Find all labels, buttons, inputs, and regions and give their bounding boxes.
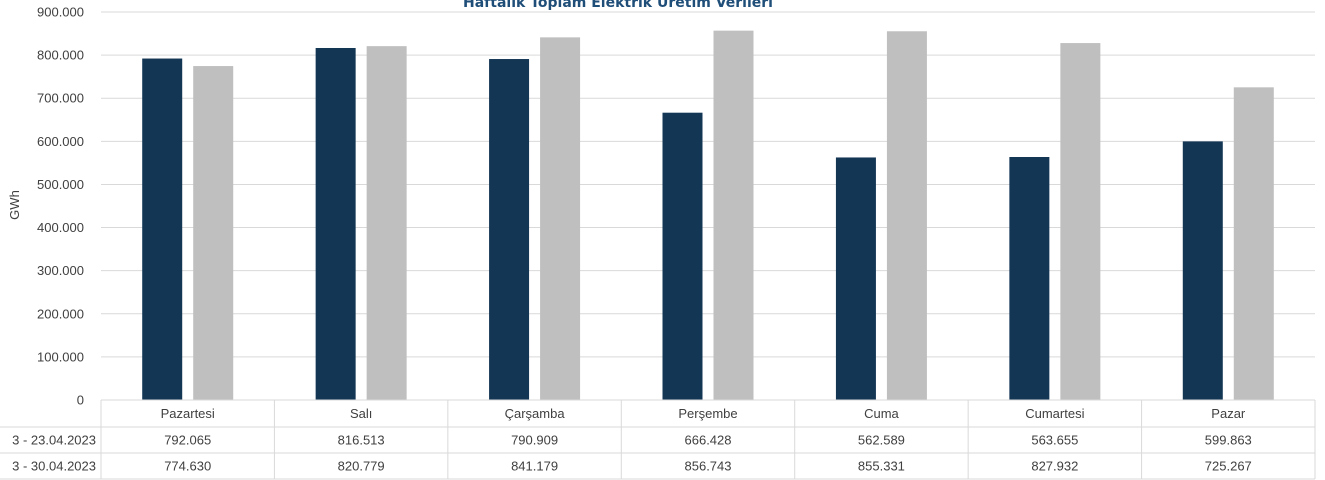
series-name: 3 - 30.04.2023 [12, 459, 96, 474]
data-label: 816.513 [338, 433, 385, 448]
bar-series2 [713, 30, 754, 401]
x-tick-label: Cuma [864, 406, 899, 421]
bar-series1 [835, 157, 876, 400]
x-tick-label: Salı [350, 406, 372, 421]
x-tick-label: Çarşamba [505, 406, 566, 421]
series-name: 3 - 23.04.2023 [12, 433, 96, 448]
bar-series2 [366, 46, 407, 401]
bar-series2 [193, 66, 234, 400]
data-label: 774.630 [164, 459, 211, 474]
y-tick-label: 800.000 [37, 48, 84, 63]
bar-series1 [489, 59, 530, 401]
x-tick-label: Cumartesi [1025, 406, 1084, 421]
data-label: 666.428 [685, 433, 732, 448]
data-label: 841.179 [511, 459, 558, 474]
chart-title: Haftalık Toplam Elektrik Üretim Verileri [463, 0, 773, 11]
y-axis-ticks: 0 100.000 200.000 300.000 400.000 500.000 600.… [37, 5, 84, 408]
y-tick-label: 400.000 [37, 220, 84, 235]
bar-series2 [886, 31, 927, 401]
data-label: 856.743 [685, 459, 732, 474]
y-tick-label: 700.000 [37, 91, 84, 106]
bar-series1 [662, 112, 703, 400]
data-label: 792.065 [164, 433, 211, 448]
bar-series [142, 30, 1274, 401]
grid-lines [101, 11, 1315, 401]
data-label: 820.779 [338, 459, 385, 474]
bar-series1 [1009, 157, 1050, 400]
bar-series2 [1060, 43, 1101, 401]
x-tick-label: Pazar [1211, 406, 1246, 421]
data-label: 599.863 [1205, 433, 1252, 448]
data-label: 855.331 [858, 459, 905, 474]
data-label: 790.909 [511, 433, 558, 448]
y-tick-label: 900.000 [37, 5, 84, 20]
y-tick-label: 0 [77, 393, 84, 408]
bar-series2 [1233, 87, 1274, 400]
data-label: 562.589 [858, 433, 905, 448]
data-label: 827.932 [1031, 459, 1078, 474]
y-tick-label: 200.000 [37, 306, 84, 321]
bar-series1 [142, 58, 183, 400]
data-table: Pazartesi Salı Çarşamba Perşembe Cuma Cumarte… [0, 399, 1316, 480]
y-axis-label: GWh [7, 190, 22, 220]
bar-series2 [540, 37, 581, 400]
x-tick-label: Perşembe [678, 406, 737, 421]
data-label: 725.267 [1205, 459, 1252, 474]
bar-series1 [315, 47, 356, 400]
x-tick-label: Pazartesi [161, 406, 215, 421]
y-tick-label: 500.000 [37, 177, 84, 192]
y-tick-label: 100.000 [37, 349, 84, 364]
y-tick-label: 600.000 [37, 134, 84, 149]
y-tick-label: 300.000 [37, 263, 84, 278]
bar-series1 [1182, 141, 1223, 400]
data-label: 563.655 [1031, 433, 1078, 448]
